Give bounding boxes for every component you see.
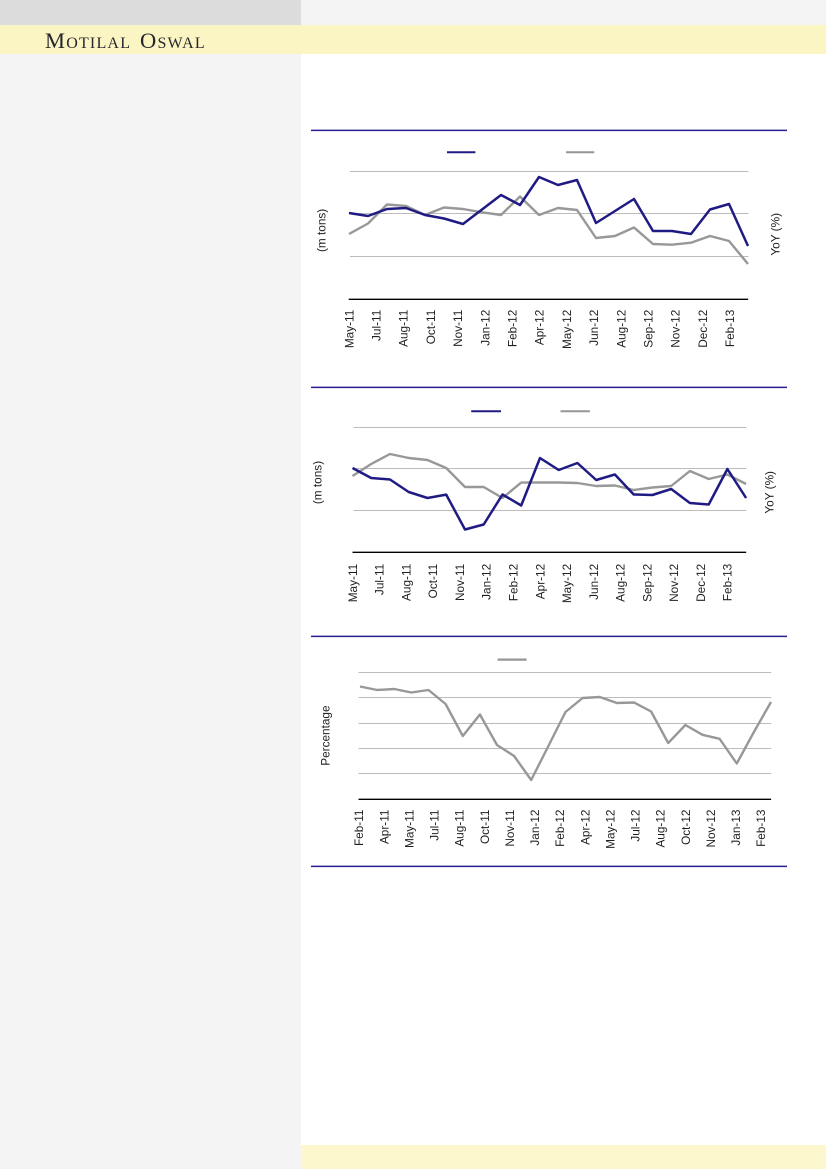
svg-text:Apr-11: Apr-11 (377, 810, 391, 845)
svg-text:Jan-12: Jan-12 (478, 310, 492, 346)
svg-text:Jul-12: Jul-12 (629, 810, 643, 842)
svg-text:Jun-12: Jun-12 (587, 310, 601, 346)
svg-text:Nov-11: Nov-11 (451, 310, 465, 347)
svg-text:Nov-11: Nov-11 (503, 810, 517, 847)
svg-text:Oct-11: Oct-11 (426, 564, 440, 599)
svg-text:Feb-12: Feb-12 (506, 310, 520, 347)
svg-text:May-11: May-11 (346, 564, 360, 602)
svg-text:Dec-12: Dec-12 (696, 310, 710, 348)
svg-text:Jan-12: Jan-12 (480, 564, 494, 600)
svg-text:Apr-12: Apr-12 (533, 564, 547, 599)
svg-text:May-11: May-11 (402, 810, 416, 848)
svg-text:Dec-12: Dec-12 (694, 564, 708, 602)
svg-text:Feb-13: Feb-13 (754, 809, 768, 847)
svg-text:Sep-12: Sep-12 (640, 564, 654, 602)
svg-text:Aug-12: Aug-12 (614, 564, 628, 602)
svg-text:Nov-11: Nov-11 (453, 564, 467, 601)
svg-text:Feb-11: Feb-11 (352, 810, 366, 847)
svg-text:Jul-11: Jul-11 (370, 310, 384, 341)
svg-text:Jan-12: Jan-12 (528, 810, 542, 846)
svg-text:Aug-11: Aug-11 (399, 564, 413, 601)
svg-text:(m tons): (m tons) (315, 209, 329, 252)
svg-text:Jul-11: Jul-11 (373, 564, 387, 595)
svg-text:Percentage: Percentage (319, 705, 333, 766)
svg-text:Oct-12: Oct-12 (679, 810, 693, 845)
svg-text:Feb-12: Feb-12 (553, 810, 567, 847)
svg-text:Apr-12: Apr-12 (533, 310, 547, 345)
svg-text:May-12: May-12 (560, 564, 574, 603)
svg-text:(m tons): (m tons) (311, 461, 325, 504)
svg-text:May-12: May-12 (603, 810, 617, 849)
svg-text:May-12: May-12 (560, 310, 574, 349)
svg-text:Jun-12: Jun-12 (587, 564, 601, 600)
svg-text:Nov-12: Nov-12 (669, 310, 683, 348)
svg-text:May-11: May-11 (342, 310, 356, 348)
svg-text:Feb-13: Feb-13 (723, 309, 737, 347)
svg-text:Oct-11: Oct-11 (478, 810, 492, 845)
svg-text:Aug-11: Aug-11 (453, 810, 467, 847)
svg-text:Oct-11: Oct-11 (424, 310, 438, 345)
svg-text:Nov-12: Nov-12 (704, 810, 718, 848)
svg-text:Feb-13: Feb-13 (721, 563, 735, 601)
svg-text:Aug-12: Aug-12 (614, 310, 628, 348)
svg-text:Jul-11: Jul-11 (428, 810, 442, 841)
svg-text:Aug-12: Aug-12 (654, 810, 668, 848)
svg-text:Feb-12: Feb-12 (506, 564, 520, 601)
svg-text:Nov-12: Nov-12 (667, 564, 681, 602)
svg-text:YoY (%): YoY (%) (763, 471, 777, 514)
svg-text:Apr-12: Apr-12 (578, 810, 592, 845)
svg-text:YoY (%): YoY (%) (768, 213, 782, 256)
svg-text:Aug-11: Aug-11 (397, 310, 411, 347)
svg-text:Sep-12: Sep-12 (642, 310, 656, 348)
svg-text:Jan-13: Jan-13 (729, 809, 743, 846)
